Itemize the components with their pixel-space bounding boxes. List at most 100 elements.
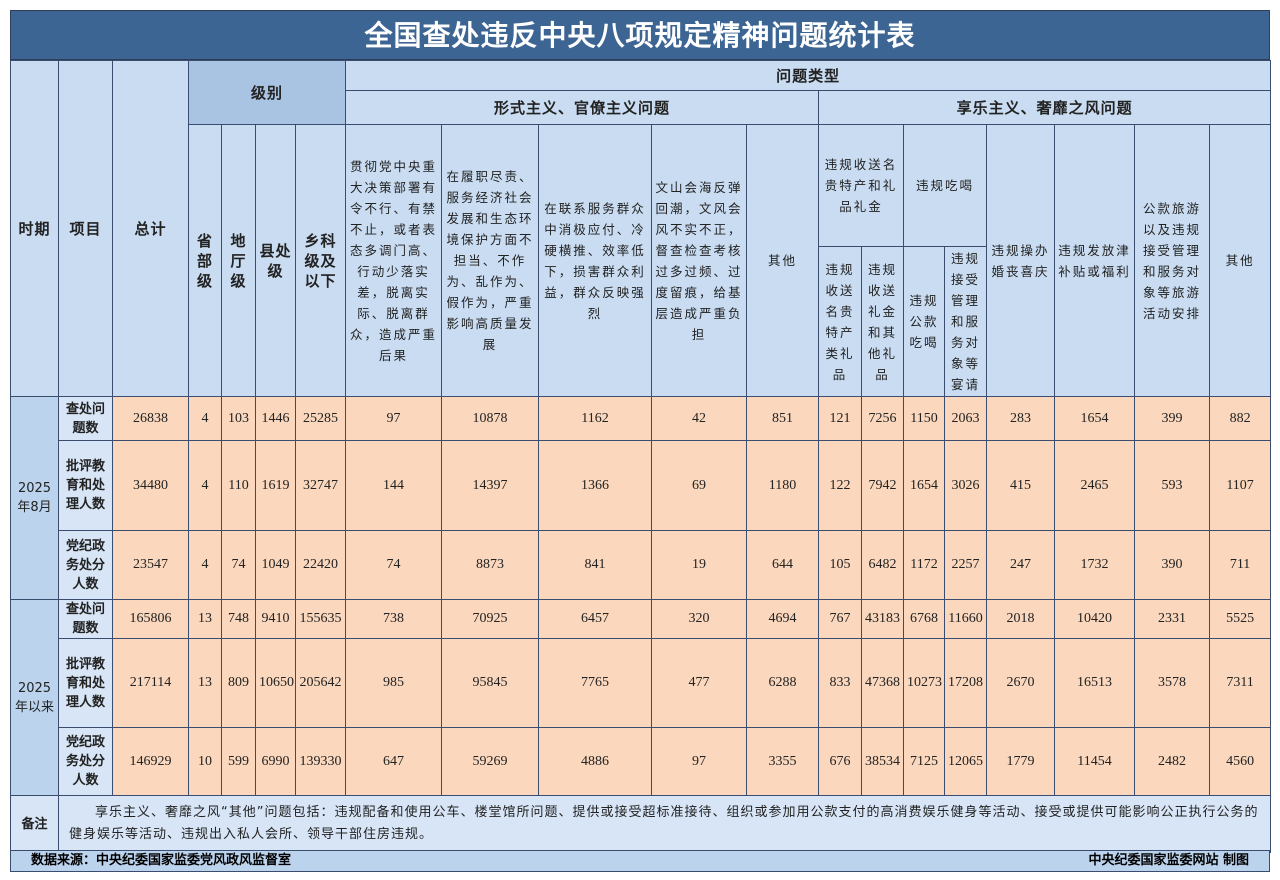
period-header: 时期 bbox=[10, 60, 59, 397]
value-cell: 69 bbox=[651, 440, 748, 531]
value-cell: 7765 bbox=[538, 638, 653, 728]
value-cell: 1446 bbox=[255, 396, 296, 441]
period-label: 2025年8月 bbox=[10, 396, 59, 600]
value-cell: 3578 bbox=[1134, 638, 1211, 728]
value-cell: 644 bbox=[746, 530, 820, 600]
value-cell: 42 bbox=[651, 396, 748, 441]
value-cell: 320 bbox=[651, 599, 748, 639]
value-cell: 1779 bbox=[986, 727, 1056, 796]
value-cell: 34480 bbox=[112, 440, 189, 531]
value-cell: 97 bbox=[345, 396, 443, 441]
item-label: 查处问题数 bbox=[58, 396, 113, 441]
note-text: 享乐主义、奢靡之风“其他”问题包括：违规配备和使用公车、楼堂馆所问题、提供或接受… bbox=[57, 795, 1272, 853]
hedonism-subcolumn: 违规收送名贵特产类礼品 bbox=[818, 246, 863, 397]
value-cell: 767 bbox=[818, 599, 863, 639]
value-cell: 144 bbox=[345, 440, 443, 531]
item-label: 党纪政务处分人数 bbox=[58, 727, 113, 796]
value-cell: 10878 bbox=[441, 396, 540, 441]
value-cell: 1162 bbox=[538, 396, 653, 441]
value-cell: 146929 bbox=[112, 727, 189, 796]
item-label: 查处问题数 bbox=[58, 599, 113, 639]
value-cell: 11454 bbox=[1054, 727, 1136, 796]
value-cell: 95845 bbox=[441, 638, 540, 728]
formalism-column: 其他 bbox=[746, 124, 820, 397]
value-cell: 26838 bbox=[112, 396, 189, 441]
value-cell: 165806 bbox=[112, 599, 189, 639]
value-cell: 8873 bbox=[441, 530, 540, 600]
value-cell: 399 bbox=[1134, 396, 1211, 441]
value-cell: 2465 bbox=[1054, 440, 1136, 531]
value-cell: 13 bbox=[188, 638, 222, 728]
level-column: 县处级 bbox=[255, 124, 296, 397]
value-cell: 711 bbox=[1209, 530, 1272, 600]
value-cell: 6288 bbox=[746, 638, 820, 728]
hedonism-subcolumn: 违规接受管理和服务对象等宴请 bbox=[944, 246, 988, 397]
hedonism-column: 违规发放津补贴或福利 bbox=[1054, 124, 1136, 397]
value-cell: 139330 bbox=[294, 727, 347, 796]
value-cell: 6482 bbox=[861, 530, 905, 600]
period-label: 2025年以来 bbox=[10, 599, 59, 796]
value-cell: 2482 bbox=[1134, 727, 1211, 796]
level-column: 地厅级 bbox=[221, 124, 256, 397]
statistics-table: 时期 项目 总计 级别 问题类型 形式主义、官僚主义问题 享乐主义、奢靡之风问题 省部级 地厅级… bbox=[10, 60, 1272, 853]
value-cell: 2257 bbox=[944, 530, 988, 600]
value-cell: 676 bbox=[818, 727, 863, 796]
value-cell: 738 bbox=[345, 599, 443, 639]
value-cell: 4 bbox=[188, 396, 222, 441]
value-cell: 2063 bbox=[944, 396, 988, 441]
value-cell: 4886 bbox=[538, 727, 653, 796]
value-cell: 103 bbox=[221, 396, 256, 441]
value-cell: 13 bbox=[188, 599, 222, 639]
value-cell: 7256 bbox=[861, 396, 905, 441]
value-cell: 748 bbox=[221, 599, 256, 639]
value-cell: 47368 bbox=[861, 638, 905, 728]
formalism-column: 文山会海反弹回潮，文风会风不实不正，督查检查考核过多过频、过度留痕，给基层造成严… bbox=[651, 124, 748, 397]
value-cell: 10273 bbox=[903, 638, 946, 728]
value-cell: 16513 bbox=[1054, 638, 1136, 728]
value-cell: 882 bbox=[1209, 396, 1272, 441]
level-header: 级别 bbox=[187, 60, 347, 125]
value-cell: 851 bbox=[746, 396, 820, 441]
value-cell: 283 bbox=[986, 396, 1056, 441]
value-cell: 74 bbox=[345, 530, 443, 600]
value-cell: 593 bbox=[1134, 440, 1211, 531]
value-cell: 17208 bbox=[944, 638, 988, 728]
value-cell: 217114 bbox=[112, 638, 189, 728]
value-cell: 4560 bbox=[1209, 727, 1272, 796]
value-cell: 9410 bbox=[255, 599, 296, 639]
value-cell: 110 bbox=[221, 440, 256, 531]
value-cell: 43183 bbox=[861, 599, 905, 639]
value-cell: 70925 bbox=[441, 599, 540, 639]
value-cell: 1172 bbox=[903, 530, 946, 600]
value-cell: 1180 bbox=[746, 440, 820, 531]
item-label: 批评教育和处理人数 bbox=[58, 440, 113, 531]
formalism-column: 贯彻党中央重大决策部署有令不行、有禁不止，或者表态多调门高、行动少落实差，脱离实… bbox=[345, 124, 443, 397]
value-cell: 390 bbox=[1134, 530, 1211, 600]
value-cell: 5525 bbox=[1209, 599, 1272, 639]
value-cell: 2670 bbox=[986, 638, 1056, 728]
value-cell: 105 bbox=[818, 530, 863, 600]
value-cell: 6990 bbox=[255, 727, 296, 796]
value-cell: 1150 bbox=[903, 396, 946, 441]
item-header: 项目 bbox=[58, 60, 113, 397]
value-cell: 59269 bbox=[441, 727, 540, 796]
item-label: 批评教育和处理人数 bbox=[58, 638, 113, 728]
value-cell: 122 bbox=[818, 440, 863, 531]
value-cell: 7942 bbox=[861, 440, 905, 531]
value-cell: 19 bbox=[651, 530, 748, 600]
value-cell: 7311 bbox=[1209, 638, 1272, 728]
value-cell: 4 bbox=[188, 440, 222, 531]
value-cell: 841 bbox=[538, 530, 653, 600]
value-cell: 809 bbox=[221, 638, 256, 728]
value-cell: 3355 bbox=[746, 727, 820, 796]
value-cell: 477 bbox=[651, 638, 748, 728]
level-column: 省部级 bbox=[188, 124, 222, 397]
value-cell: 985 bbox=[345, 638, 443, 728]
value-cell: 32747 bbox=[294, 440, 347, 531]
value-cell: 25285 bbox=[294, 396, 347, 441]
value-cell: 2331 bbox=[1134, 599, 1211, 639]
hedonism-subcolumn: 违规公款吃喝 bbox=[903, 246, 946, 397]
value-cell: 205642 bbox=[294, 638, 347, 728]
value-cell: 599 bbox=[221, 727, 256, 796]
